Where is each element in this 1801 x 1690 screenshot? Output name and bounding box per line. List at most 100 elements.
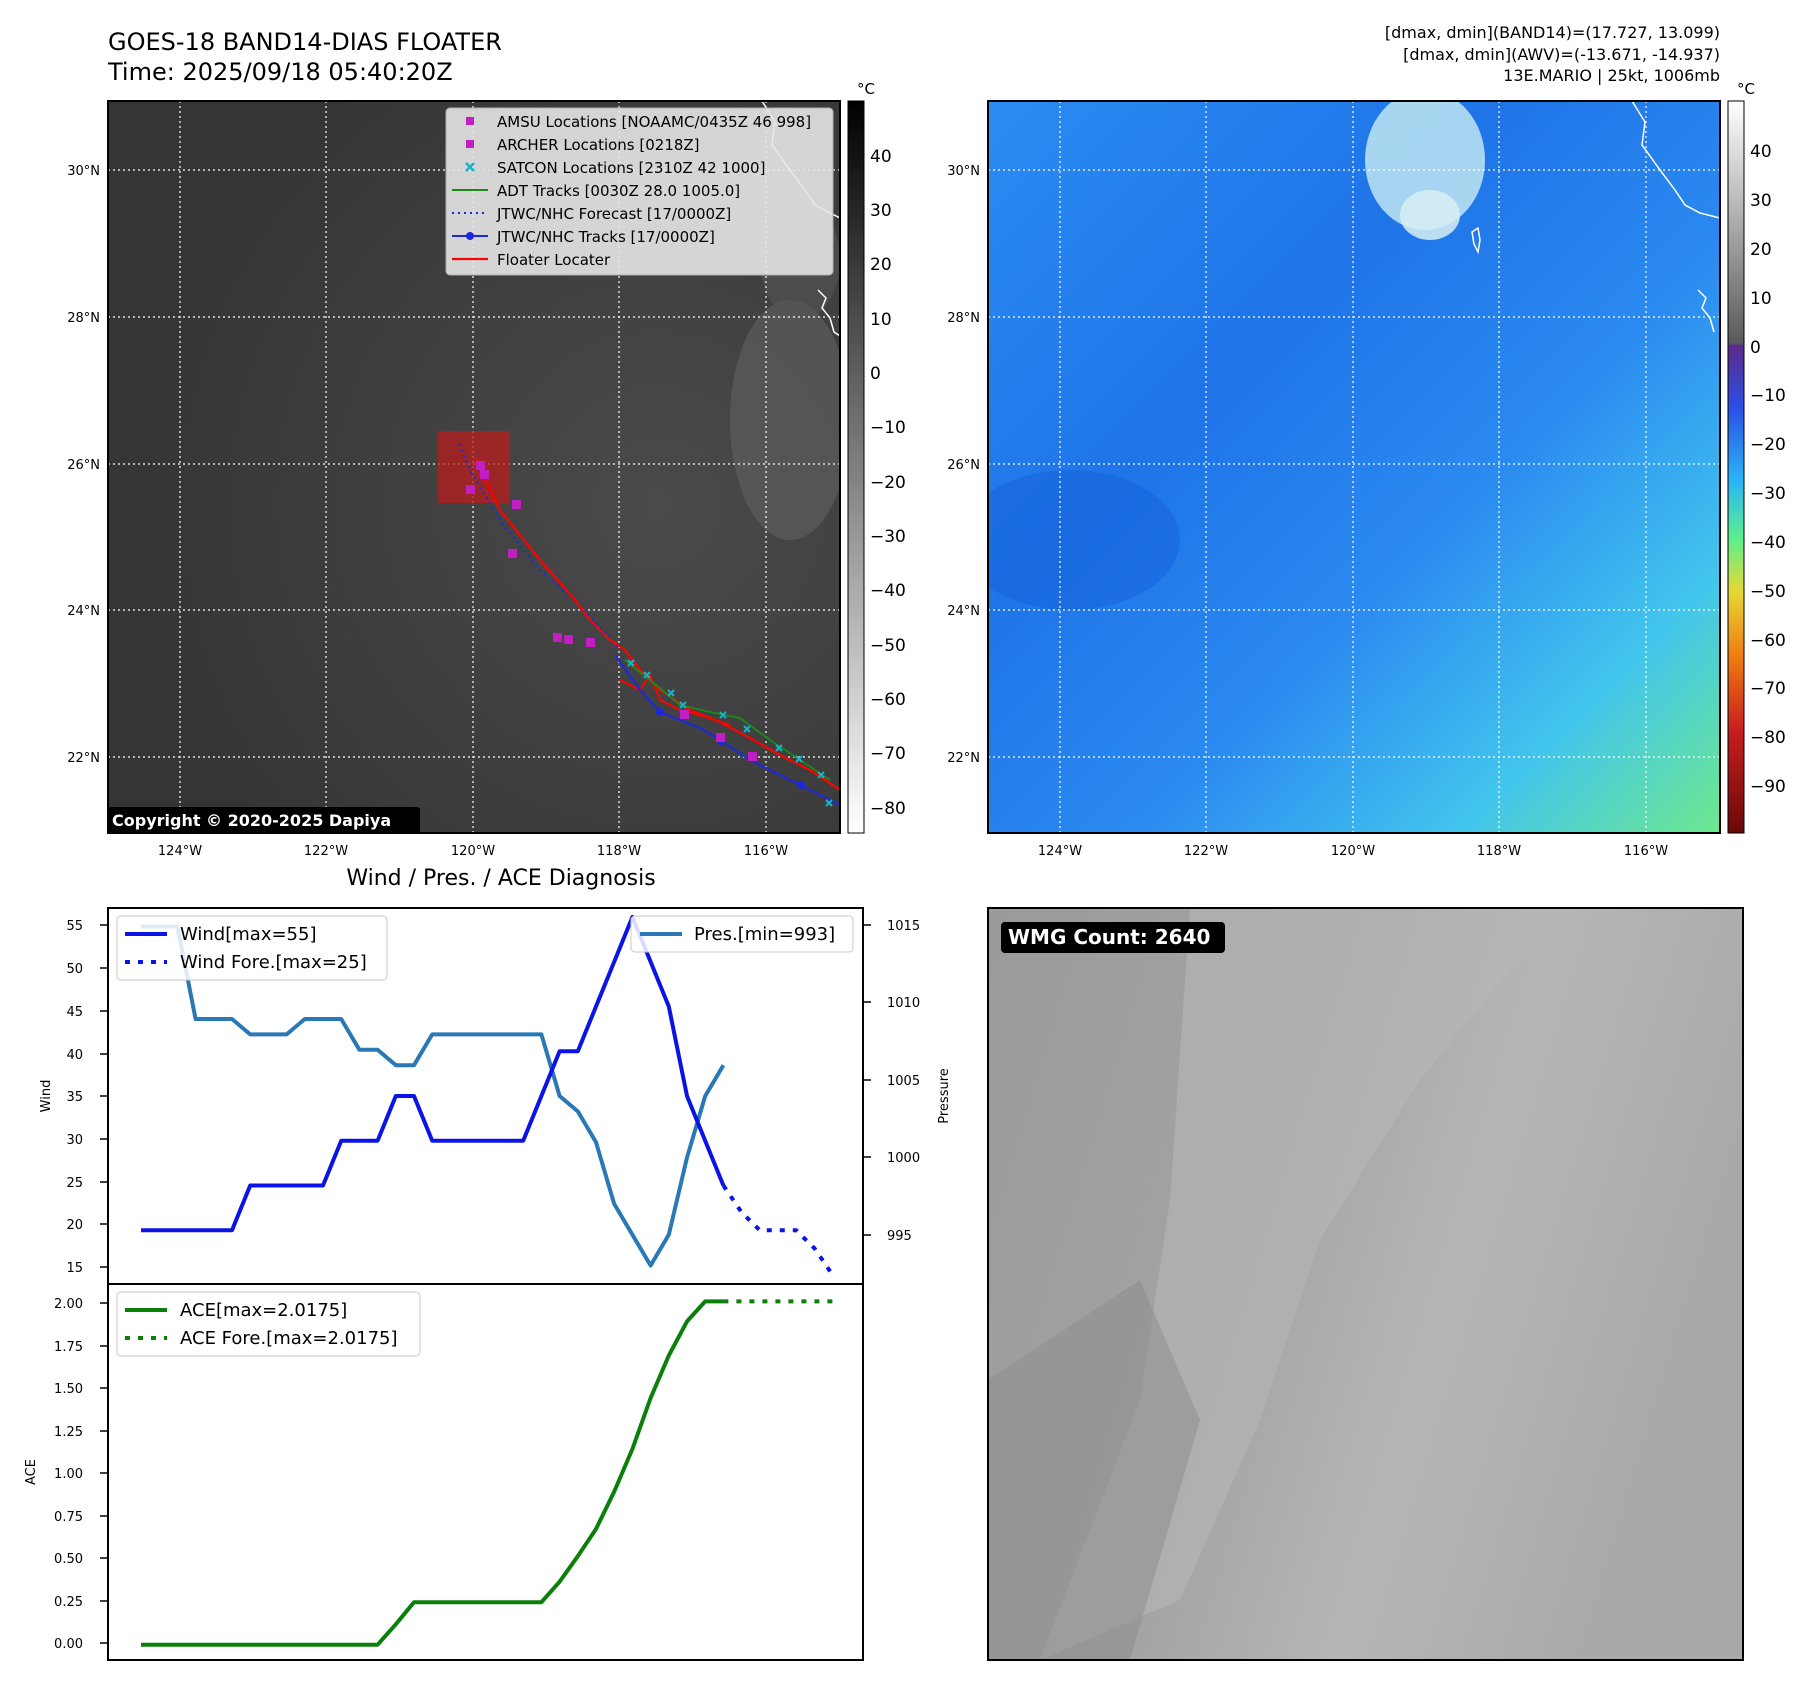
- ace-tick-marks: [100, 1302, 108, 1644]
- cbar-tick: −50: [870, 636, 906, 656]
- lon-label: 122°W: [304, 844, 348, 859]
- lat-label: 26°N: [947, 458, 980, 473]
- pres-tick: 995: [887, 1229, 912, 1244]
- cbar-tick: −70: [1750, 679, 1786, 699]
- ir-cloud-patch: [730, 300, 840, 540]
- pres-ylabel: Pressure: [937, 1068, 952, 1124]
- wmg-panel: WMG Count: 2640: [987, 907, 1744, 1661]
- cbar-tick: 20: [870, 255, 892, 275]
- lon-label: 124°W: [158, 844, 202, 859]
- ir-lon-labels: 124°W 122°W 120°W 118°W 116°W: [158, 844, 788, 859]
- copyright-text: Copyright © 2020-2025 Dapiya: [112, 811, 391, 830]
- legend-label: JTWC/NHC Forecast [17/0000Z]: [496, 205, 731, 223]
- awv-dry-patch: [988, 470, 1180, 610]
- cbar-tick: 30: [1750, 191, 1772, 211]
- legend-label: ACE[max=2.0175]: [180, 1300, 347, 1321]
- ir-legend: AMSU Locations [NOAAMC/0435Z 46 998] ARC…: [445, 107, 834, 276]
- wind-series-line: [141, 915, 726, 1233]
- cbar-tick: −30: [1750, 484, 1786, 504]
- wind-forecast-series-line: [721, 1184, 835, 1277]
- diagnosis-panel: Wind / Pres. / ACE Diagnosis 55 50 45 40…: [24, 866, 952, 1661]
- stats-line1: [dmax, dmin](BAND14)=(17.727, 13.099): [1385, 23, 1720, 42]
- lon-label: 120°W: [451, 844, 495, 859]
- magenta-square-marker: [466, 117, 474, 125]
- cbar-tick: −20: [1750, 435, 1786, 455]
- legend-label: Wind[max=55]: [180, 924, 317, 945]
- wind-tick: 35: [66, 1090, 83, 1105]
- storm-info: 13E.MARIO | 25kt, 1006mb: [1503, 66, 1720, 85]
- satcon-markers: [627, 659, 833, 807]
- awv-lon-labels: 124°W 122°W 120°W 118°W 116°W: [1038, 844, 1668, 859]
- wind-tick: 20: [66, 1218, 83, 1233]
- amsu-archer-markers: [466, 461, 757, 761]
- ace-tick: 0.00: [54, 1637, 83, 1652]
- cbar-tick: 0: [1750, 338, 1761, 358]
- legend-label: JTWC/NHC Tracks [17/0000Z]: [496, 228, 715, 246]
- pres-legend: Pres.[min=993]: [630, 915, 854, 953]
- legend-label: ACE Fore.[max=2.0175]: [180, 1328, 398, 1349]
- lat-label: 22°N: [947, 751, 980, 766]
- lat-label: 30°N: [947, 164, 980, 179]
- cbar-tick: −10: [1750, 386, 1786, 406]
- lon-label: 118°W: [1477, 844, 1521, 859]
- wind-ylabel: Wind: [39, 1080, 54, 1113]
- legend-label: Floater Locater: [497, 251, 611, 269]
- legend-box: [116, 915, 388, 981]
- gridlines: [988, 101, 1720, 833]
- ace-tick: 1.25: [54, 1425, 83, 1440]
- diagnosis-title: Wind / Pres. / ACE Diagnosis: [346, 866, 655, 891]
- awv-moist-plume: [1365, 101, 1485, 230]
- wmg-dark-band: [988, 1280, 1200, 1660]
- legend-box: [630, 915, 854, 953]
- cbar-tick: −60: [870, 690, 906, 710]
- ace-tick: 1.00: [54, 1467, 83, 1482]
- cbar-tick: 10: [1750, 289, 1772, 309]
- wmg-count-badge: [1001, 922, 1225, 953]
- cbar-tick: −80: [1750, 728, 1786, 748]
- wind-tick: 40: [66, 1048, 83, 1063]
- ace-tick: 0.25: [54, 1595, 83, 1610]
- ace-tick: 1.75: [54, 1340, 83, 1355]
- lat-label: 26°N: [67, 458, 100, 473]
- cbar-tick: 20: [1750, 240, 1772, 260]
- awv-map-panel: 30°N 28°N 26°N 24°N 22°N 124°W 122°W 120…: [947, 100, 1721, 859]
- legend-label: SATCON Locations [2310Z 42 1000]: [497, 159, 765, 177]
- coastline: [1697, 289, 1715, 333]
- cbar-tick: −10: [870, 418, 906, 438]
- pressure-series-line: [141, 924, 726, 1268]
- coastline: [817, 289, 840, 337]
- wind-legend: Wind[max=55] Wind Fore.[max=25]: [116, 915, 388, 981]
- ace-series-line: [141, 1299, 724, 1647]
- cbar-tick: 10: [870, 310, 892, 330]
- legend-label: ARCHER Locations [0218Z]: [497, 136, 700, 154]
- cbar-tick: 40: [1750, 142, 1772, 162]
- lat-label: 22°N: [67, 751, 100, 766]
- cbar-tick: −20: [870, 473, 906, 493]
- coastline: [1631, 101, 1720, 219]
- pres-tick: 1000: [887, 1151, 920, 1166]
- cbar-tick: −90: [1750, 777, 1786, 797]
- lat-label: 30°N: [67, 164, 100, 179]
- wmg-frame: [987, 907, 1744, 1661]
- cbar-tick: 0: [870, 364, 881, 384]
- ace-tick: 0.75: [54, 1510, 83, 1525]
- cbar-tick: 30: [870, 201, 892, 221]
- awv-colorbar: °C 40 30 20 10 0 −10 −20 −30 −40 −50 −60…: [1727, 80, 1786, 834]
- lat-label: 24°N: [67, 604, 100, 619]
- ace-tick: 0.50: [54, 1552, 83, 1567]
- legend-label: AMSU Locations [NOAAMC/0435Z 46 998]: [497, 113, 811, 131]
- cbar-tick: 40: [870, 147, 892, 167]
- cyan-x-marker: [465, 162, 475, 172]
- lon-label: 116°W: [744, 844, 788, 859]
- awv-image: [988, 101, 1720, 833]
- ace-ticks: 2.00 1.75 1.50 1.25 1.00 0.75 0.50 0.25 …: [54, 1297, 83, 1652]
- adt-track: [624, 659, 831, 781]
- awv-lat-labels: 30°N 28°N 26°N 24°N 22°N: [947, 164, 980, 766]
- cbar-tick: −40: [870, 581, 906, 601]
- wind-tick: 45: [66, 1005, 83, 1020]
- wind-pressure-plot: [141, 915, 835, 1277]
- cbar-tick: −60: [1750, 631, 1786, 651]
- pres-tick: 1005: [887, 1074, 920, 1089]
- jtwc-track: [614, 654, 840, 806]
